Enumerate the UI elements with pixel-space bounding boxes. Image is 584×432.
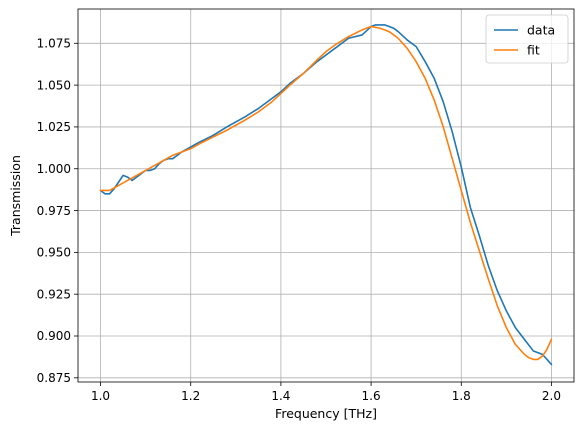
x-tick-label: 1.6 [362,389,381,403]
x-tick-label: 1.4 [271,389,290,403]
y-axis-label: Transmission [8,155,23,237]
legend: data fit [485,14,569,64]
x-tick-label: 2.0 [542,389,561,403]
plot-frame [77,8,575,383]
x-axis-label: Frequency [THz] [275,406,377,421]
x-tick-label: 1.0 [91,389,110,403]
ticks-layer: 1.0 1.2 1.4 1.6 1.8 2.0 0.875 0.900 0.925 0.950 0.… [37,36,561,403]
legend-label-data: data [527,23,555,38]
y-tick-label: 0.900 [37,329,71,343]
y-tick-label: 1.075 [37,36,71,50]
legend-label-fit: fit [527,43,540,58]
x-tick-label: 1.8 [452,389,471,403]
x-tick-label: 1.2 [181,389,200,403]
series-line-data [99,24,553,366]
y-tick-label: 1.025 [37,120,71,134]
y-tick-label: 0.925 [37,287,71,301]
legend-box [485,14,569,64]
y-tick-label: 0.975 [37,204,71,218]
series-layer [99,24,553,366]
y-tick-label: 0.875 [37,371,71,385]
y-tick-label: 0.950 [37,246,71,260]
series-line-fit [99,25,553,361]
grid-layer [78,9,574,382]
y-tick-label: 1.000 [37,162,71,176]
y-tick-label: 1.050 [37,78,71,92]
